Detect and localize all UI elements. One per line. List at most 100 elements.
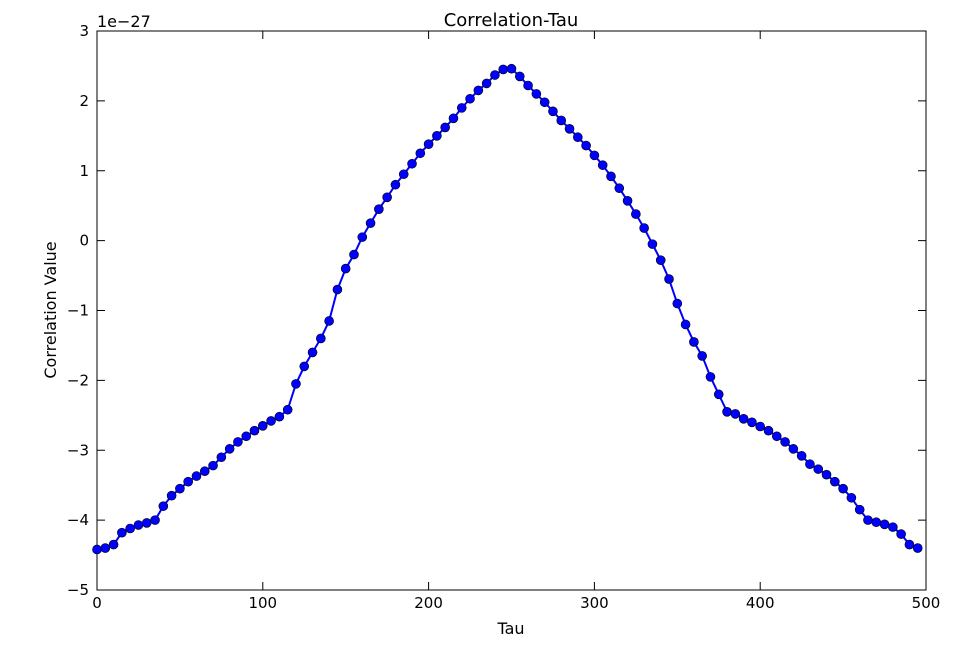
data-point (423, 139, 434, 149)
data-point (830, 476, 840, 487)
y-tick-label: −4 (67, 511, 89, 529)
data-point (597, 160, 608, 170)
data-point (473, 85, 484, 96)
data-point (340, 263, 351, 274)
data-point (440, 122, 450, 133)
y-offset-label: 1e−27 (97, 12, 151, 31)
data-point (680, 319, 691, 330)
data-point (324, 316, 334, 326)
data-point (912, 543, 923, 553)
data-point (183, 476, 193, 487)
data-point (606, 171, 616, 182)
data-point (332, 284, 343, 295)
data-point (158, 501, 169, 511)
data-point (498, 64, 509, 75)
data-point (573, 132, 583, 143)
data-point (92, 544, 102, 555)
data-point (291, 379, 301, 389)
y-axis-label: Correlation Value (41, 241, 60, 378)
data-point (224, 444, 235, 454)
data-point (755, 421, 766, 432)
data-point (697, 351, 707, 361)
data-point (448, 113, 459, 124)
data-point (150, 515, 160, 525)
data-point (316, 333, 326, 344)
data-point (664, 274, 674, 284)
data-point (125, 523, 135, 534)
data-point (614, 183, 625, 194)
data-point (788, 444, 799, 454)
data-point (763, 425, 774, 436)
data-point (863, 515, 873, 525)
data-point (257, 420, 268, 431)
data-point (730, 409, 741, 419)
data-line (96, 67, 919, 551)
data-point (564, 124, 575, 134)
data-point (141, 518, 152, 528)
data-point (241, 431, 252, 442)
data-point (390, 179, 401, 190)
data-point (813, 464, 824, 474)
data-point (854, 504, 865, 515)
data-point (722, 407, 732, 417)
data-point (465, 93, 475, 104)
data-point (796, 451, 807, 461)
data-point (771, 431, 782, 442)
data-point (879, 519, 890, 530)
data-point (871, 517, 882, 528)
x-tick-label: 300 (580, 594, 609, 612)
data-point (398, 169, 409, 180)
data-point (738, 414, 749, 424)
y-tick-label: 3 (79, 22, 89, 40)
data-point (713, 389, 724, 400)
data-point (531, 89, 542, 99)
data-point (904, 539, 915, 550)
data-point (299, 361, 310, 372)
data-point (705, 372, 716, 382)
data-point (432, 131, 442, 141)
data-point (407, 158, 417, 169)
data-point (365, 218, 376, 228)
data-point (556, 115, 567, 126)
y-tick-label: −2 (67, 371, 89, 389)
data-point (838, 483, 848, 494)
data-point (780, 437, 790, 447)
data-point (805, 459, 815, 470)
data-point (821, 469, 832, 480)
y-tick-label: −1 (67, 302, 89, 320)
data-point (481, 78, 492, 89)
data-point (208, 460, 218, 471)
data-point (100, 543, 111, 553)
y-tick-label: −3 (67, 441, 89, 459)
data-point (655, 255, 666, 265)
data-point (307, 347, 318, 358)
data-point (581, 140, 591, 151)
data-point (506, 63, 517, 74)
data-point (166, 490, 177, 501)
data-point (191, 471, 202, 481)
x-tick-label: 200 (414, 594, 443, 612)
data-point (357, 232, 368, 242)
data-point (589, 150, 600, 161)
data-point (349, 249, 359, 260)
data-point (266, 416, 276, 426)
data-point (133, 520, 144, 530)
data-point (249, 425, 260, 436)
data-point (117, 527, 127, 538)
y-tick-label: 1 (79, 162, 89, 180)
data-point (846, 492, 857, 503)
data-point (514, 71, 525, 82)
y-tick-label: −5 (67, 581, 89, 599)
data-point (622, 195, 633, 206)
x-tick-label: 500 (912, 594, 941, 612)
data-point (415, 148, 426, 159)
data-point (539, 97, 550, 108)
x-tick-label: 400 (746, 594, 775, 612)
data-point (672, 298, 683, 309)
data-point (639, 223, 649, 233)
data-point (631, 209, 641, 219)
data-point (456, 103, 467, 113)
x-tick-label: 0 (92, 594, 102, 612)
